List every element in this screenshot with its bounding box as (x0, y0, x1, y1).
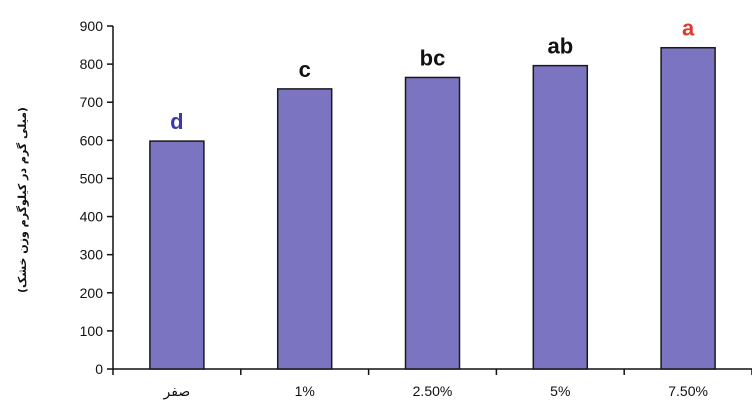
y-tick-label: 500 (80, 170, 104, 186)
bar (404, 76, 461, 370)
x-tick-label: صفر (163, 383, 191, 400)
x-tick-label: 7.50% (668, 383, 708, 399)
bar-series (149, 46, 716, 370)
significance-label: a (682, 16, 695, 41)
significance-label: d (170, 109, 183, 134)
x-tick-label: 2.50% (413, 383, 453, 399)
y-tick-label: 400 (80, 209, 104, 225)
significance-label: ab (547, 34, 573, 59)
significance-labels: d c bc ab a (170, 16, 695, 134)
y-tick-label: 300 (80, 247, 104, 263)
bar (149, 140, 205, 370)
y-tick-label: 0 (95, 361, 103, 377)
y-tick-label: 800 (80, 56, 104, 72)
category-labels: صفر 1% 2.50% 5% 7.50% (163, 383, 708, 400)
significance-label: bc (420, 45, 446, 70)
y-tick-label: 700 (80, 94, 104, 110)
y-axis-label: (میلی گرم در کیلوگرم وزن خشک) (16, 107, 29, 293)
x-tick-label: 1% (295, 383, 315, 399)
y-axis-label-group: (میلی گرم در کیلوگرم وزن خشک) (16, 107, 29, 293)
y-tick-label: 200 (80, 285, 104, 301)
y-tick-label: 100 (80, 323, 104, 339)
significance-label: c (299, 57, 311, 82)
bar (660, 46, 716, 370)
y-tick-label: 600 (80, 132, 104, 148)
y-axis: 0 100 200 300 400 500 600 700 800 900 (80, 18, 114, 377)
bar (532, 64, 589, 370)
y-tick-label: 900 (80, 18, 104, 34)
bar (276, 88, 333, 370)
x-axis (112, 368, 752, 375)
x-tick-label: 5% (550, 383, 570, 399)
